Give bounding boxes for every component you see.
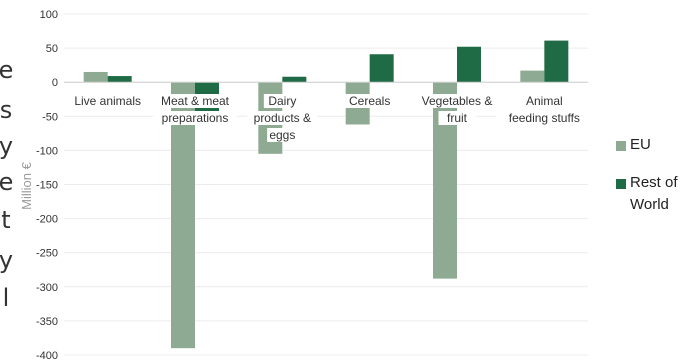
side-fragment-char: l: [2, 284, 10, 312]
legend: EU Rest of World: [614, 134, 698, 232]
category-label-bg: [522, 94, 567, 108]
y-tick-label: -100: [36, 145, 58, 157]
category-label: feeding stuffs: [509, 111, 580, 125]
category-label: Vegetables &: [422, 94, 493, 108]
category-label-bg: [438, 111, 476, 125]
side-fragment-char: e: [0, 56, 14, 84]
legend-label: EU: [630, 136, 651, 153]
legend-swatch: [616, 141, 626, 151]
legend-item-rest-of-world: Rest of World: [614, 172, 698, 216]
category-label: Cereals: [349, 94, 390, 108]
side-fragment-char: t: [1, 206, 11, 234]
side-fragment-char: e: [0, 168, 14, 196]
category-label-bg: [66, 94, 150, 108]
y-axis-label: Million €: [19, 161, 34, 209]
category-label-bg: [496, 111, 593, 125]
y-axis-ticks: 100 50 0 -50 -100 -150 -200 -250 -300 -350 -400: [36, 9, 58, 360]
y-tick-label: -300: [36, 282, 58, 294]
y-tick-label: -400: [36, 350, 58, 360]
category-labels: Live animals Meat & meat preparations Dairy…: [66, 94, 593, 142]
bar-eu: [520, 70, 545, 83]
bar-eu: [83, 71, 108, 83]
legend-item-eu: EU: [614, 134, 698, 156]
category-label-bg: [344, 94, 395, 108]
y-tick-label: 50: [46, 43, 58, 55]
y-tick-label: 100: [40, 9, 58, 21]
category-label: preparations: [162, 111, 229, 125]
bar-rest-of-world: [282, 76, 307, 83]
legend-label: World: [630, 196, 669, 213]
category-label-bg: [415, 94, 499, 108]
category-label: Meat & meat: [161, 94, 230, 108]
side-fragment-char: y: [0, 132, 14, 160]
category-label-bg: [263, 94, 301, 108]
bar-rest-of-world: [107, 76, 132, 83]
category-label-bg: [153, 111, 237, 125]
category-label: products &: [254, 111, 311, 125]
category-label: eggs: [269, 128, 295, 142]
legend-swatch: [616, 179, 626, 189]
y-tick-label: -350: [36, 316, 58, 328]
y-tick-label: -200: [36, 214, 58, 226]
category-label-bg: [156, 94, 234, 108]
y-tick-label: -250: [36, 248, 58, 260]
bar-rest-of-world: [369, 54, 394, 83]
bars: [83, 40, 569, 349]
bar-rest-of-world: [457, 46, 481, 83]
side-fragment-char: y: [0, 246, 14, 274]
bar-rest-of-world: [544, 40, 569, 83]
category-label: Dairy: [268, 94, 296, 108]
category-label-bg: [267, 128, 298, 142]
gridlines: [64, 13, 588, 356]
y-tick-label: -50: [42, 111, 58, 123]
category-label: fruit: [447, 111, 468, 125]
side-fragment-char: s: [0, 96, 13, 124]
category-label: Live animals: [74, 94, 141, 108]
category-label-bg: [247, 111, 318, 125]
y-tick-label: 0: [52, 77, 58, 89]
category-label: Animal: [526, 94, 563, 108]
legend-label: Rest of: [630, 174, 678, 191]
bar-eu: [171, 82, 195, 349]
y-tick-label: -150: [36, 180, 58, 192]
